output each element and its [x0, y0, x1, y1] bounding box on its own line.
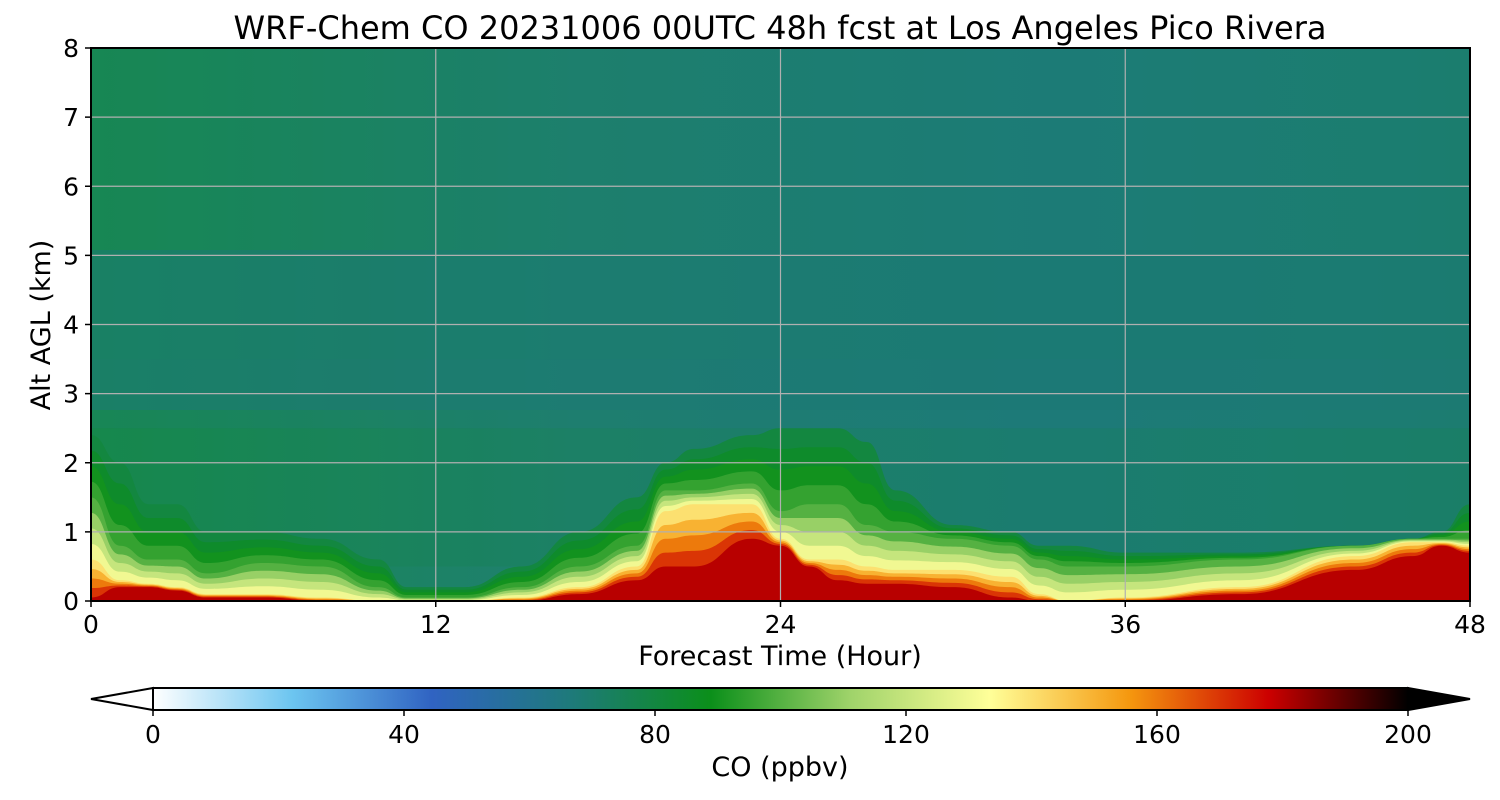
y-tick-label: 5: [63, 241, 79, 270]
colorbar-tick-label: 120: [882, 720, 930, 749]
x-tick-label: 36: [1109, 610, 1141, 639]
colorbar-frame: [152, 687, 1409, 711]
colorbar-tick-label: 80: [639, 720, 671, 749]
y-tick-label: 7: [63, 103, 79, 132]
y-axis-ticks: 0 1 2 3 4 5 6 7 8: [63, 34, 91, 616]
y-tick-label: 0: [63, 587, 79, 616]
chart-title: WRF-Chem CO 20231006 00UTC 48h fcst at L…: [234, 9, 1327, 47]
colorbar-tick-label: 0: [145, 720, 161, 749]
colorbar-body: [153, 688, 1408, 710]
x-tick-label: 48: [1454, 610, 1486, 639]
y-axis-label: Alt AGL (km): [26, 240, 57, 411]
y-tick-label: 3: [63, 380, 79, 409]
colorbar-extend-low: [90, 686, 154, 712]
x-axis-ticks: 0 12 24 36 48: [83, 601, 1486, 639]
y-tick-label: 4: [63, 311, 79, 340]
colorbar: 0 40 80 120 160 200 CO (ppbv): [90, 686, 1471, 783]
colorbar-ticks: 0 40 80 120 160 200: [145, 710, 1432, 749]
grid: [91, 48, 1470, 601]
colorbar-tick-label: 160: [1133, 720, 1181, 749]
colorbar-tick-label: 40: [388, 720, 420, 749]
y-tick-label: 1: [63, 518, 79, 547]
y-tick-label: 2: [63, 449, 79, 478]
colorbar-tick-label: 200: [1384, 720, 1432, 749]
x-tick-label: 24: [765, 610, 797, 639]
colorbar-extend-high: [1407, 686, 1471, 712]
colorbar-label: CO (ppbv): [711, 752, 848, 783]
y-tick-label: 6: [63, 172, 79, 201]
x-tick-label: 12: [420, 610, 452, 639]
y-tick-label: 8: [63, 34, 79, 63]
x-axis-label: Forecast Time (Hour): [638, 641, 922, 672]
x-tick-label: 0: [83, 610, 99, 639]
